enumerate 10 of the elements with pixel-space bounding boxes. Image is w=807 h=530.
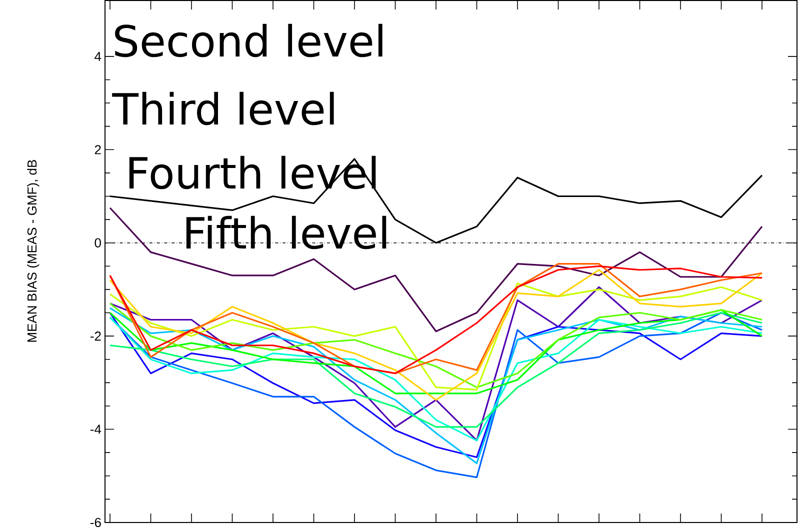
annotation: Third level [112, 92, 334, 125]
y-tick-label: -4 [90, 424, 102, 434]
annotation: Second level [115, 24, 382, 57]
y-tick-label: 2 [94, 144, 101, 154]
y-axis-title: MEAN BIAS (MEAS - GMF), dB [27, 160, 40, 342]
annotation: Fifth level [186, 216, 386, 249]
y-tick-label: -6 [90, 518, 101, 527]
y-tick-label: -2 [90, 331, 101, 340]
y-tick-label: 0 [94, 238, 101, 248]
y-tick-label: 4 [94, 52, 102, 61]
